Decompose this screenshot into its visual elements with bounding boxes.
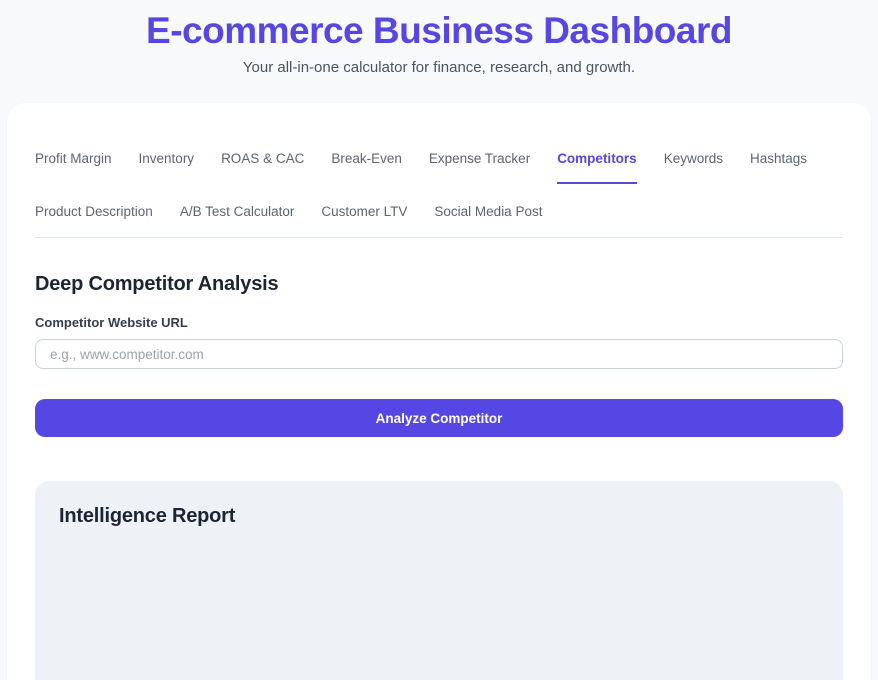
tab-bar: Profit Margin Inventory ROAS & CAC Break…	[35, 149, 843, 238]
page-header: E-commerce Business Dashboard Your all-i…	[0, 0, 878, 103]
tab-profit-margin[interactable]: Profit Margin	[35, 149, 112, 184]
intelligence-report-heading: Intelligence Report	[59, 505, 236, 527]
competitor-url-label: Competitor Website URL	[35, 315, 188, 330]
tab-break-even[interactable]: Break-Even	[331, 149, 402, 184]
tab-roas-cac[interactable]: ROAS & CAC	[221, 149, 304, 184]
section-heading: Deep Competitor Analysis	[35, 273, 279, 295]
competitor-analysis-section: Deep Competitor Analysis Competitor Webs…	[35, 270, 843, 680]
tab-competitors[interactable]: Competitors	[557, 149, 637, 184]
tab-row-primary: Profit Margin Inventory ROAS & CAC Break…	[35, 149, 843, 184]
tab-expense-tracker[interactable]: Expense Tracker	[429, 149, 530, 184]
tab-keywords[interactable]: Keywords	[664, 149, 723, 184]
dashboard-card: Profit Margin Inventory ROAS & CAC Break…	[7, 103, 871, 680]
tab-customer-ltv[interactable]: Customer LTV	[321, 202, 407, 237]
tab-ab-test-calculator[interactable]: A/B Test Calculator	[180, 202, 295, 237]
intelligence-report-card: Intelligence Report	[35, 481, 843, 680]
competitor-url-input[interactable]	[35, 339, 843, 369]
tab-row-secondary: Product Description A/B Test Calculator …	[35, 202, 843, 237]
tab-product-description[interactable]: Product Description	[35, 202, 153, 237]
page-subtitle: Your all-in-one calculator for finance, …	[242, 59, 636, 76]
analyze-competitor-button[interactable]: Analyze Competitor	[35, 399, 843, 437]
page-title: E-commerce Business Dashboard	[146, 10, 732, 51]
tab-social-media-post[interactable]: Social Media Post	[434, 202, 542, 237]
tab-hashtags[interactable]: Hashtags	[750, 149, 807, 184]
tab-inventory[interactable]: Inventory	[139, 149, 195, 184]
